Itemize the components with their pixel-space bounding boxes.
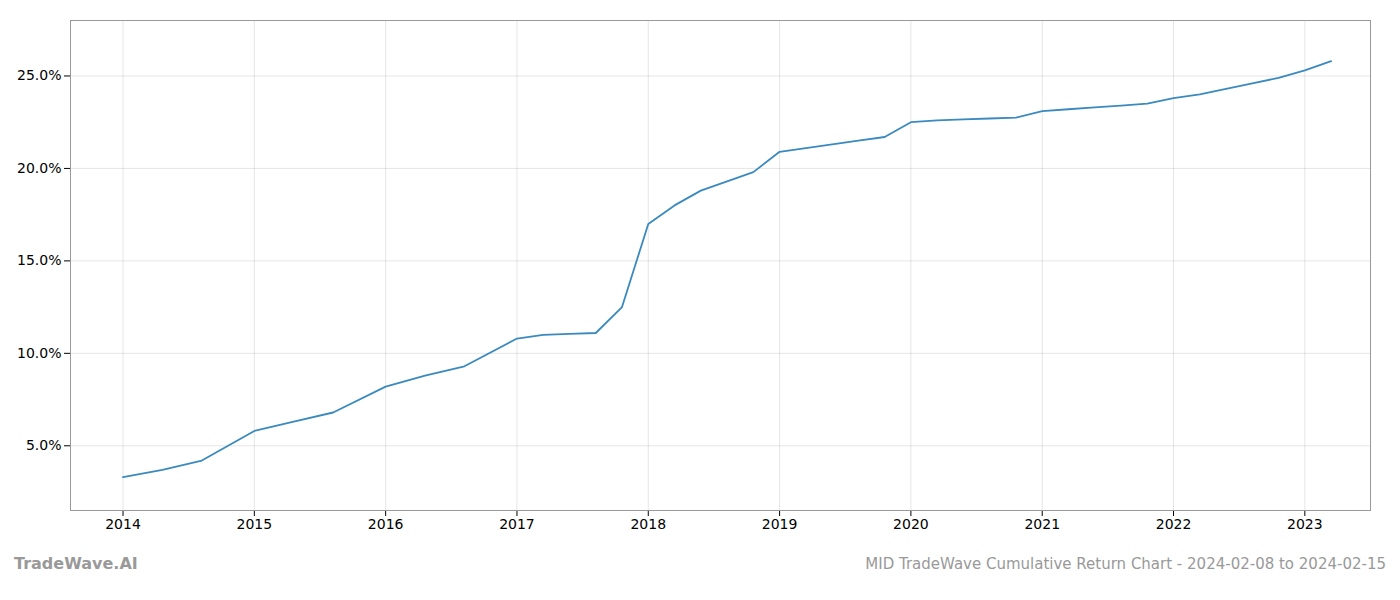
- svg-text:2020: 2020: [893, 516, 929, 532]
- html-text:MID TradeWave Cumulative Retur: MID TradeWave Cumulative Return Chart - …: [865, 555, 1386, 573]
- svg-text:2021: 2021: [1024, 516, 1060, 532]
- svg-text:2017: 2017: [499, 516, 535, 532]
- svg-text:20.0%: 20.0%: [17, 160, 61, 176]
- svg-text:25.0%: 25.0%: [17, 67, 61, 83]
- html-text:TradeWave.AI: TradeWave.AI: [14, 554, 138, 573]
- svg-text:2022: 2022: [1156, 516, 1192, 532]
- svg-text:15.0%: 15.0%: [17, 252, 61, 268]
- svg-text:2023: 2023: [1287, 516, 1323, 532]
- svg-text:2018: 2018: [630, 516, 666, 532]
- svg-text:5.0%: 5.0%: [26, 437, 62, 453]
- svg-text:2014: 2014: [105, 516, 141, 532]
- svg-text:10.0%: 10.0%: [17, 345, 61, 361]
- svg-text:2019: 2019: [762, 516, 798, 532]
- svg-text:2015: 2015: [237, 516, 273, 532]
- svg-text:2016: 2016: [368, 516, 404, 532]
